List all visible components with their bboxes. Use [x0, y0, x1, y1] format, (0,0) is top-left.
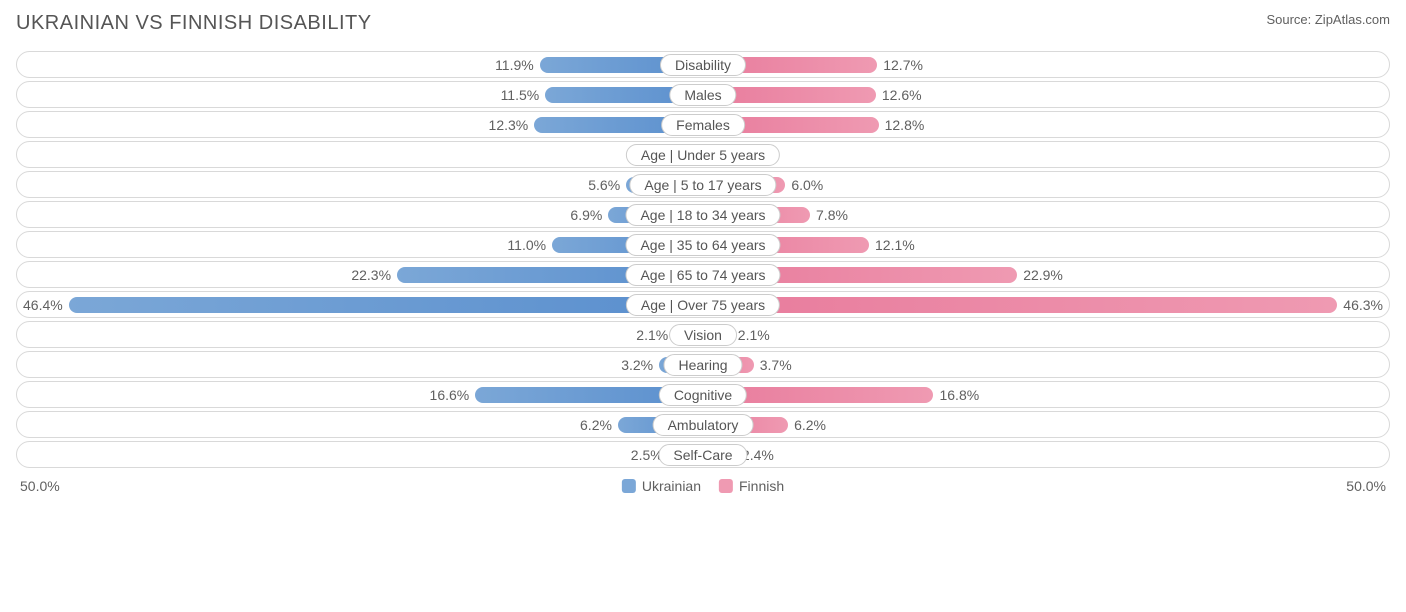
legend-label-left: Ukrainian: [642, 478, 701, 494]
chart-row: 2.5%2.4%Self-Care: [16, 441, 1390, 468]
chart-row: 1.3%1.6%Age | Under 5 years: [16, 141, 1390, 168]
legend-label-right: Finnish: [739, 478, 784, 494]
category-pill: Age | 65 to 74 years: [625, 264, 780, 286]
value-label-right: 22.9%: [1017, 267, 1069, 283]
axis-max-right: 50.0%: [1346, 478, 1386, 494]
category-pill: Age | 5 to 17 years: [629, 174, 776, 196]
value-label-left: 11.5%: [495, 87, 546, 103]
chart-row: 12.3% 12.8% Females: [16, 111, 1390, 138]
value-label-right: 12.1%: [869, 237, 921, 253]
chart-footer: 50.0% Ukrainian Finnish 50.0%: [16, 476, 1390, 496]
legend: Ukrainian Finnish: [622, 478, 784, 494]
value-label-right: 12.7%: [877, 57, 929, 73]
value-label-left: 5.6%: [582, 177, 626, 193]
value-label-left: 12.3%: [483, 117, 535, 133]
source-prefix: Source:: [1266, 12, 1314, 27]
value-label-left: 6.2%: [574, 417, 618, 433]
category-pill: Age | Over 75 years: [626, 294, 780, 316]
category-pill: Ambulatory: [653, 414, 754, 436]
chart-row: 5.6% 6.0% Age | 5 to 17 years: [16, 171, 1390, 198]
bar-left: [69, 297, 703, 313]
value-label-left: 6.9%: [564, 207, 608, 223]
category-pill: Females: [661, 114, 745, 136]
chart-row: 16.6% 16.8% Cognitive: [16, 381, 1390, 408]
legend-swatch-right: [719, 479, 733, 493]
bar-right: [703, 297, 1337, 313]
chart-title: UKRAINIAN VS FINNISH DISABILITY: [16, 12, 372, 35]
chart-source: Source: ZipAtlas.com: [1266, 12, 1390, 27]
category-pill: Hearing: [663, 354, 742, 376]
value-label-left: 22.3%: [345, 267, 397, 283]
value-label-right: 16.8%: [933, 387, 985, 403]
category-pill: Males: [669, 84, 736, 106]
category-pill: Age | 18 to 34 years: [625, 204, 780, 226]
value-label-right: 6.2%: [788, 417, 832, 433]
value-label-right: 7.8%: [810, 207, 854, 223]
value-label-left: 16.6%: [424, 387, 476, 403]
chart-row: 3.2% 3.7% Hearing: [16, 351, 1390, 378]
value-label-right: 46.3%: [1337, 297, 1389, 313]
value-label-left: 46.4%: [17, 297, 69, 313]
category-pill: Age | Under 5 years: [626, 144, 780, 166]
value-label-right: 3.7%: [754, 357, 798, 373]
value-label-right: 12.8%: [879, 117, 931, 133]
chart-row: 6.2% 6.2% Ambulatory: [16, 411, 1390, 438]
chart-row: 11.0% 12.1% Age | 35 to 64 years: [16, 231, 1390, 258]
chart-row: 11.9% 12.7% Disability: [16, 51, 1390, 78]
category-pill: Age | 35 to 64 years: [625, 234, 780, 256]
value-label-left: 2.1%: [630, 327, 674, 343]
chart-header: UKRAINIAN VS FINNISH DISABILITY Source: …: [16, 12, 1390, 35]
category-pill: Disability: [660, 54, 746, 76]
category-pill: Self-Care: [658, 444, 747, 466]
value-label-left: 3.2%: [615, 357, 659, 373]
chart-row: 46.4% 46.3% Age | Over 75 years: [16, 291, 1390, 318]
value-label-right: 6.0%: [785, 177, 829, 193]
source-link[interactable]: ZipAtlas.com: [1315, 12, 1390, 27]
legend-item-left: Ukrainian: [622, 478, 701, 494]
chart-row: 11.5% 12.6% Males: [16, 81, 1390, 108]
value-label-left: 11.0%: [501, 237, 552, 253]
category-pill: Cognitive: [659, 384, 747, 406]
butterfly-chart: 11.9% 12.7% Disability 11.5% 12.6% Males 12.3%…: [16, 51, 1390, 468]
chart-row: 2.1% 2.1%Vision: [16, 321, 1390, 348]
chart-row: 22.3% 22.9% Age | 65 to 74 years: [16, 261, 1390, 288]
category-pill: Vision: [669, 324, 737, 346]
chart-row: 6.9% 7.8% Age | 18 to 34 years: [16, 201, 1390, 228]
value-label-right: 2.1%: [732, 327, 776, 343]
value-label-left: 11.9%: [489, 57, 540, 73]
value-label-right: 12.6%: [876, 87, 928, 103]
legend-item-right: Finnish: [719, 478, 784, 494]
legend-swatch-left: [622, 479, 636, 493]
axis-max-left: 50.0%: [20, 478, 60, 494]
